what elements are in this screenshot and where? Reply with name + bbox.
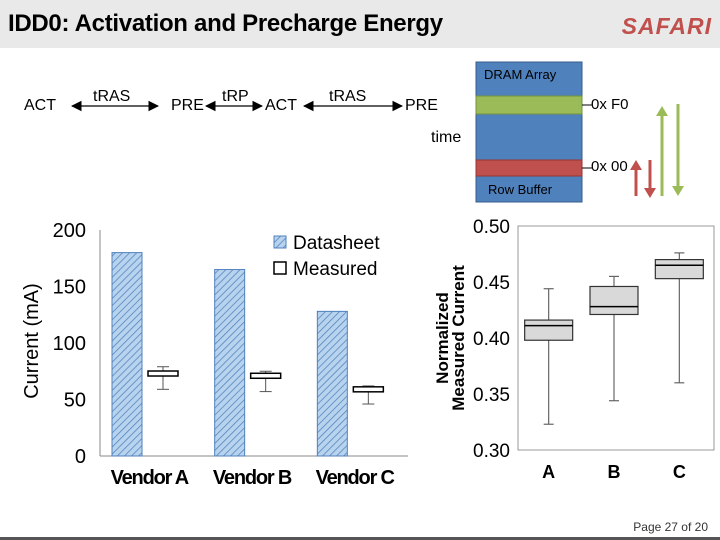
y-axis-title-line1: Normalized: [433, 292, 452, 384]
y-tick-label: 0.45: [473, 273, 510, 294]
transfer-arrows: [630, 104, 684, 198]
time-label: time: [431, 129, 462, 146]
x-category-label: B: [608, 462, 621, 482]
x-category-label: Vendor C: [316, 467, 395, 489]
dram-array-label: DRAM Array: [484, 67, 557, 82]
pre-label-1: PRE: [171, 97, 204, 114]
bottom-bar: [0, 537, 720, 540]
datasheet-bar: [316, 310, 348, 457]
act-label-1: ACT: [24, 97, 56, 114]
dram-array-diagram: [475, 61, 684, 203]
y-axis-title: Current (mA): [21, 283, 43, 399]
measured-bar: [352, 386, 385, 393]
datasheet-bar: [214, 269, 246, 457]
x-category-label: A: [542, 462, 555, 482]
trp-label: tRP: [222, 88, 249, 105]
y-tick-label: 100: [53, 333, 86, 355]
x-category-label: Vendor B: [213, 467, 292, 489]
measured-bar: [147, 370, 179, 377]
top-row-value: 0x F0: [591, 96, 629, 113]
y-tick-label: 0: [75, 446, 86, 468]
datasheet-bar: [111, 252, 143, 457]
measured-bar: [249, 372, 282, 380]
tras-label-1: tRAS: [93, 88, 131, 105]
y-tick-label: 150: [53, 277, 86, 299]
page-number: Page 27 of 20: [633, 520, 708, 534]
y-tick-label: 50: [64, 390, 86, 412]
x-category-label: C: [673, 462, 686, 482]
y-tick-label: 0.30: [473, 441, 510, 462]
y-tick-label: 0.35: [473, 385, 510, 406]
box-iqr: [654, 259, 704, 280]
bottom-row-value: 0x 00: [591, 158, 628, 175]
row-buffer-label: Row Buffer: [488, 182, 553, 197]
legend-swatch-datasheet: [273, 235, 287, 249]
legend-label-datasheet: Datasheet: [293, 233, 380, 254]
slide-title: IDD0: Activation and Precharge Energy: [8, 10, 443, 37]
y-tick-label: 200: [53, 220, 86, 242]
y-tick-label: 0.40: [473, 329, 510, 350]
pre-label-2: PRE: [405, 97, 438, 114]
legend-swatch-measured: [273, 261, 287, 275]
act-label-2: ACT: [265, 97, 297, 114]
plot-frame: [517, 225, 715, 451]
legend-label-measured: Measured: [293, 259, 378, 280]
x-category-label: Vendor A: [111, 467, 189, 489]
y-axis-title-line2: Measured Current: [449, 265, 468, 411]
dram-array-rect: [475, 61, 583, 203]
y-tick-label: 0.50: [473, 217, 510, 238]
title-bar: [0, 0, 720, 48]
safari-logo: SAFARI: [621, 13, 712, 39]
box-iqr: [524, 319, 574, 341]
timeline-arrows: [70, 100, 404, 112]
tras-label-2: tRAS: [329, 88, 367, 105]
box-iqr: [589, 285, 639, 316]
